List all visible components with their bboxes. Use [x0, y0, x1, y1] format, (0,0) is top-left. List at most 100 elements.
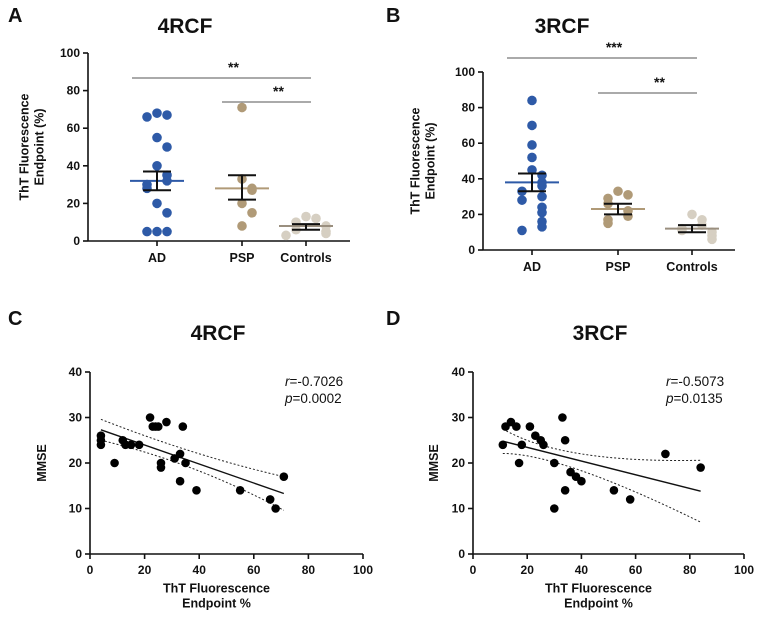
y-tick-label: 0 — [458, 547, 465, 561]
x-tick-label: 40 — [193, 563, 207, 577]
data-point — [623, 190, 633, 200]
data-point — [153, 422, 163, 431]
data-point — [162, 110, 172, 120]
data-point — [237, 198, 247, 209]
data-point — [517, 440, 527, 450]
x-tick-label: 20 — [138, 563, 152, 577]
data-point — [527, 165, 537, 175]
data-point — [237, 221, 247, 231]
panel-title: 3RCF — [535, 15, 590, 38]
data-point — [152, 198, 162, 209]
data-point — [537, 191, 547, 202]
regression-line — [100, 429, 285, 495]
y-tick-label: 100 — [60, 46, 80, 60]
data-point — [175, 449, 185, 459]
data-point — [247, 208, 257, 218]
data-point — [152, 108, 162, 118]
data-point — [613, 186, 623, 197]
data-point — [550, 504, 559, 513]
y-tick-label: 20 — [67, 196, 81, 210]
data-point — [527, 95, 537, 106]
x-tick-label: 60 — [629, 563, 643, 577]
data-point — [175, 476, 185, 486]
data-point — [311, 213, 321, 224]
x-category-label: AD — [523, 260, 541, 274]
panel-title: 4RCF — [191, 322, 246, 345]
data-point — [152, 132, 162, 143]
data-point — [560, 486, 570, 495]
x-tick-label: 100 — [353, 563, 373, 577]
data-point — [527, 140, 537, 150]
data-point — [696, 463, 705, 472]
data-point — [162, 208, 172, 218]
data-point — [537, 207, 547, 218]
data-point — [623, 211, 633, 221]
x-tick-label: 100 — [734, 563, 754, 577]
data-point — [152, 161, 162, 171]
y-tick-label: 40 — [462, 172, 476, 186]
data-point — [527, 120, 537, 131]
panel-title: 3RCF — [573, 322, 628, 345]
ci-lower-curve — [100, 439, 285, 511]
panel-letter: A — [8, 5, 22, 27]
x-category-label: Controls — [666, 260, 717, 274]
p-statistic: p=0.0002 — [284, 391, 342, 406]
data-point — [271, 504, 280, 513]
data-point — [677, 225, 687, 236]
y-axis-title: MMSE — [35, 444, 49, 482]
p-statistic: p=0.0135 — [665, 391, 723, 406]
y-tick-label: 0 — [73, 234, 80, 248]
x-tick-label: 60 — [247, 563, 261, 577]
data-point — [687, 209, 697, 220]
data-point — [321, 228, 331, 239]
data-point — [661, 449, 670, 459]
significance-label: ** — [273, 83, 284, 99]
y-tick-label: 80 — [462, 101, 476, 115]
panel-letter: B — [386, 5, 400, 27]
x-category-label: Controls — [280, 251, 331, 265]
significance-label: *** — [606, 39, 623, 55]
data-point — [517, 225, 527, 236]
data-point — [96, 440, 106, 450]
y-tick-label: 30 — [69, 411, 83, 425]
data-point — [560, 435, 570, 445]
panel-b: B 3RCF 0 20 40 60 80 100 ThT FluorescenceEndpoin… — [386, 5, 735, 274]
data-point — [625, 495, 635, 504]
data-point — [514, 458, 524, 468]
x-tick-label: 0 — [87, 563, 94, 577]
y-tick-label: 60 — [67, 121, 81, 135]
y-tick-label: 10 — [69, 502, 83, 516]
y-tick-label: 80 — [67, 84, 81, 98]
data-point — [134, 440, 144, 450]
data-point — [110, 458, 119, 468]
y-tick-label: 100 — [455, 65, 475, 79]
y-tick-label: 30 — [452, 411, 466, 425]
x-tick-label: 80 — [683, 563, 697, 577]
x-axis-title: ThT Fluorescence Endpoint % — [163, 582, 270, 611]
panel-d: D 3RCF 0 10 20 30 40 MMSE 0 20 40 60 80 100 ThT Fluore… — [386, 308, 754, 611]
x-tick-label: 20 — [521, 563, 535, 577]
y-axis-title: MMSE — [427, 444, 441, 482]
data-point — [142, 226, 152, 237]
data-point — [181, 458, 190, 468]
significance-label: ** — [654, 74, 665, 90]
y-axis-title: ThT FluorescenceEndpoint (%) — [18, 93, 47, 200]
data-point — [301, 211, 311, 222]
data-point — [156, 458, 166, 468]
panel-c: C 4RCF 0 10 20 30 40 MMSE 0 20 40 60 80 100 ThT Fluore… — [8, 308, 373, 611]
data-point — [537, 222, 547, 232]
y-tick-label: 40 — [67, 159, 81, 173]
data-point — [178, 422, 188, 431]
data-point — [162, 142, 172, 152]
x-tick-label: 80 — [302, 563, 316, 577]
ci-upper-curve — [502, 428, 701, 461]
panel-a: A 4RCF 0 20 40 60 80 100 ThT FluorescenceEndpoin… — [8, 5, 350, 265]
panel-letter: C — [8, 308, 22, 330]
y-tick-label: 0 — [468, 243, 475, 257]
y-axis-title: ThT FluorescenceEndpoint (%) — [409, 107, 438, 214]
data-point — [512, 422, 521, 431]
data-point — [550, 458, 559, 468]
x-category-label: PSP — [229, 251, 254, 265]
data-point — [517, 195, 527, 205]
